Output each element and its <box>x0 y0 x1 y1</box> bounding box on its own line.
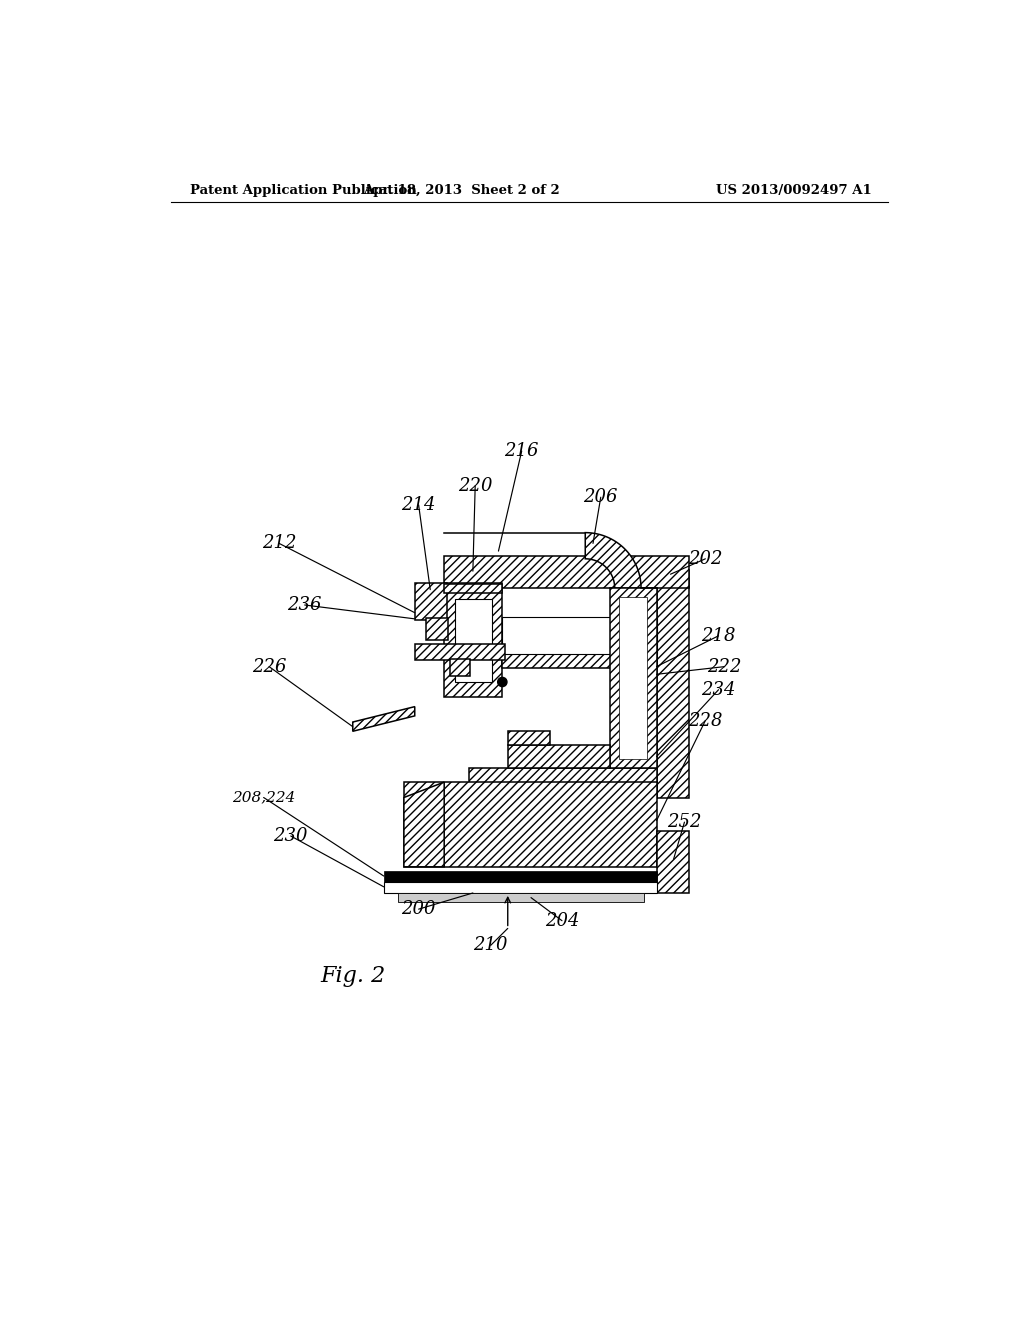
Text: 252: 252 <box>668 813 701 832</box>
Text: 216: 216 <box>505 442 539 459</box>
Text: 226: 226 <box>252 657 287 676</box>
Text: 210: 210 <box>473 936 508 954</box>
Bar <box>426 618 449 640</box>
Bar <box>455 599 493 682</box>
Bar <box>415 583 447 620</box>
Text: 218: 218 <box>701 627 736 644</box>
Bar <box>508 731 550 744</box>
Text: Patent Application Publication: Patent Application Publication <box>190 185 417 197</box>
Text: 204: 204 <box>545 912 580 929</box>
Bar <box>444 556 689 589</box>
Bar <box>656 570 689 797</box>
Bar <box>656 832 689 892</box>
Text: 214: 214 <box>401 496 436 513</box>
Bar <box>415 644 505 660</box>
Circle shape <box>498 677 507 686</box>
Text: 200: 200 <box>401 900 436 919</box>
Bar <box>403 781 656 867</box>
Polygon shape <box>586 533 641 589</box>
Polygon shape <box>403 781 444 867</box>
Text: 228: 228 <box>688 711 723 730</box>
Bar <box>610 589 656 768</box>
Text: Fig. 2: Fig. 2 <box>321 965 385 987</box>
Text: 222: 222 <box>708 657 742 676</box>
Text: US 2013/0092497 A1: US 2013/0092497 A1 <box>716 185 872 197</box>
Bar <box>384 882 656 892</box>
Text: 206: 206 <box>584 488 618 506</box>
Text: 236: 236 <box>288 597 322 614</box>
Bar <box>503 655 657 668</box>
Bar <box>503 618 657 655</box>
Text: 212: 212 <box>262 535 296 552</box>
Bar <box>450 659 470 676</box>
Text: 230: 230 <box>273 828 308 845</box>
Bar <box>469 768 656 797</box>
Text: 234: 234 <box>701 681 736 698</box>
Bar <box>620 597 647 759</box>
Text: 208,224: 208,224 <box>232 791 295 804</box>
Bar <box>508 744 610 768</box>
Polygon shape <box>352 706 415 731</box>
Bar <box>444 585 503 594</box>
Text: Apr. 18, 2013  Sheet 2 of 2: Apr. 18, 2013 Sheet 2 of 2 <box>362 185 560 197</box>
Bar <box>384 871 656 882</box>
Text: 202: 202 <box>688 550 723 568</box>
Bar <box>444 583 503 697</box>
Bar <box>397 892 644 903</box>
Text: 220: 220 <box>458 477 493 495</box>
